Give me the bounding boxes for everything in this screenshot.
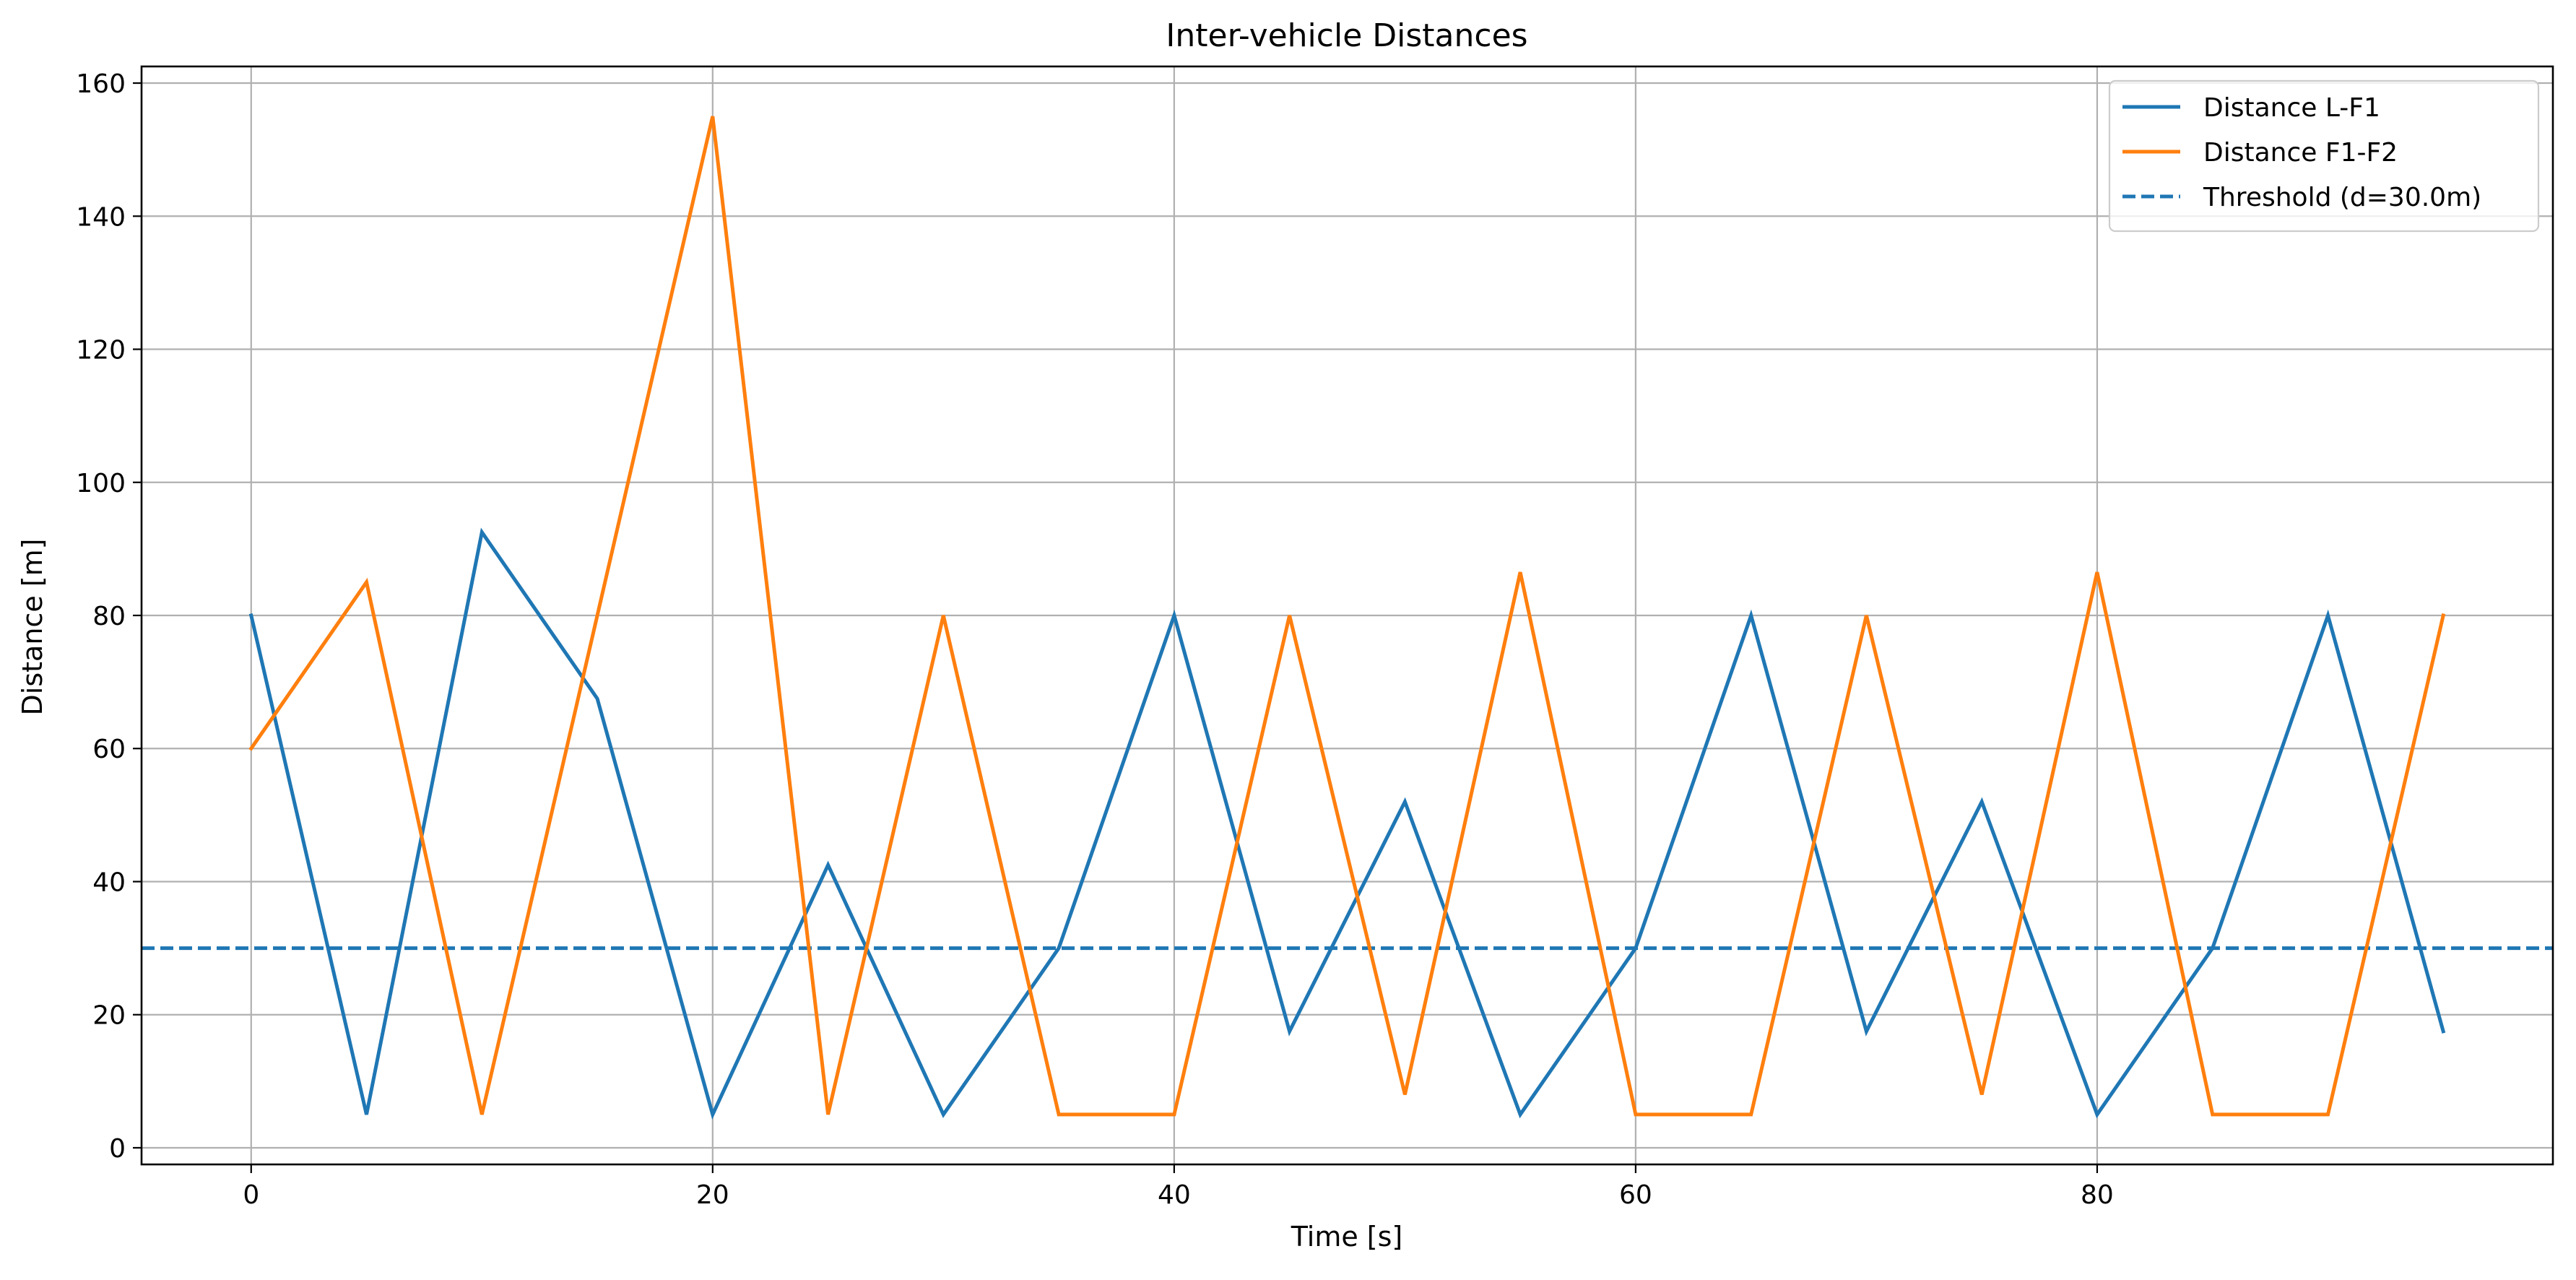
y-tick-label: 160 — [76, 69, 126, 99]
grid-layer — [142, 66, 2553, 1164]
y-tick-label: 60 — [92, 735, 126, 764]
x-tick-label: 20 — [696, 1180, 729, 1210]
x-tick-label: 80 — [2081, 1180, 2114, 1210]
legend-box — [2108, 79, 2540, 233]
y-tick-label: 120 — [76, 336, 126, 366]
y-tick-label: 80 — [92, 602, 126, 631]
x-tick-label: 60 — [1619, 1180, 1652, 1210]
y-tick-label: 140 — [76, 202, 126, 232]
x-axis-label: Time [s] — [1291, 1221, 1403, 1253]
legend: Distance L-F1 Distance F1-F2 Threshold (d=… — [2108, 79, 2540, 233]
y-tick-label: 40 — [92, 868, 126, 897]
legend-label: Distance L-F1 — [2203, 93, 2380, 123]
y-tick-label: 0 — [109, 1134, 126, 1164]
x-tick-label: 40 — [1158, 1180, 1191, 1210]
axes-layer: 0 20 40 60 80 0 20 40 60 80 100 120 140 160 — [76, 65, 2554, 1210]
x-tick-label: 0 — [243, 1180, 259, 1210]
series-line-1 — [248, 527, 2446, 1120]
y-axis-label: Distance [m] — [17, 539, 48, 716]
y-tick-label: 20 — [92, 1001, 126, 1031]
y-tick-label: 100 — [76, 469, 126, 498]
legend-label: Threshold (d=30.0m) — [2203, 183, 2481, 212]
chart-title: Inter-vehicle Distances — [1166, 17, 1527, 54]
series-layer — [142, 116, 2553, 1120]
legend-label: Distance F1-F2 — [2203, 138, 2398, 168]
series-line-2 — [248, 116, 2446, 1117]
